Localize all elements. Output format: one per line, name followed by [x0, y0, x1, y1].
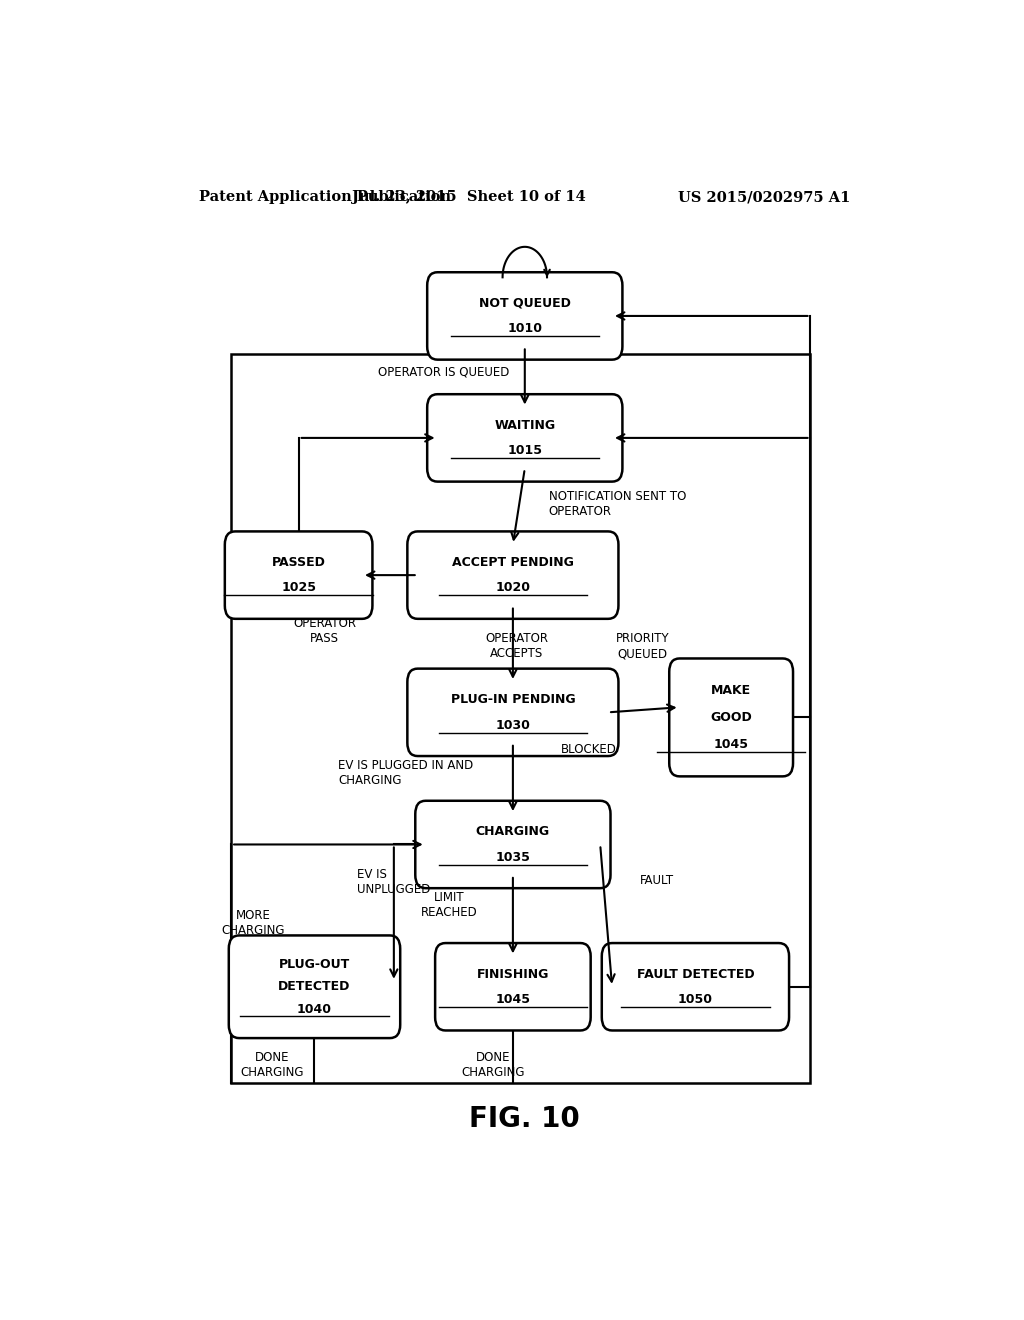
- Text: GOOD: GOOD: [711, 711, 752, 723]
- FancyBboxPatch shape: [670, 659, 793, 776]
- Text: 1020: 1020: [496, 581, 530, 594]
- Text: NOT QUEUED: NOT QUEUED: [479, 297, 570, 310]
- Text: 1030: 1030: [496, 718, 530, 731]
- Text: FAULT DETECTED: FAULT DETECTED: [637, 968, 755, 981]
- Text: OPERATOR IS QUEUED: OPERATOR IS QUEUED: [378, 366, 509, 379]
- Text: BLOCKED: BLOCKED: [560, 743, 616, 756]
- Text: 1015: 1015: [507, 444, 543, 457]
- Text: PASSED: PASSED: [271, 556, 326, 569]
- Text: 1050: 1050: [678, 993, 713, 1006]
- Text: MORE
CHARGING: MORE CHARGING: [221, 908, 285, 937]
- Text: FAULT: FAULT: [640, 874, 674, 887]
- Text: 1045: 1045: [714, 738, 749, 751]
- Text: Patent Application Publication: Patent Application Publication: [200, 190, 452, 205]
- Text: MAKE: MAKE: [711, 684, 752, 697]
- FancyBboxPatch shape: [602, 942, 790, 1031]
- FancyBboxPatch shape: [408, 532, 618, 619]
- Text: Jul. 23, 2015  Sheet 10 of 14: Jul. 23, 2015 Sheet 10 of 14: [352, 190, 586, 205]
- Text: CHARGING: CHARGING: [476, 825, 550, 838]
- Text: OPERATOR
ACCEPTS: OPERATOR ACCEPTS: [485, 632, 549, 660]
- Text: 1025: 1025: [282, 581, 316, 594]
- Text: NOTIFICATION SENT TO
OPERATOR: NOTIFICATION SENT TO OPERATOR: [549, 490, 686, 517]
- Text: 1045: 1045: [496, 993, 530, 1006]
- FancyBboxPatch shape: [408, 669, 618, 756]
- Text: US 2015/0202975 A1: US 2015/0202975 A1: [678, 190, 850, 205]
- Text: FINISHING: FINISHING: [477, 968, 549, 981]
- Text: PLUG-IN PENDING: PLUG-IN PENDING: [451, 693, 575, 706]
- Text: PLUG-OUT: PLUG-OUT: [279, 958, 350, 970]
- Text: DONE
CHARGING: DONE CHARGING: [241, 1051, 304, 1078]
- FancyBboxPatch shape: [225, 532, 373, 619]
- Text: 1040: 1040: [297, 1003, 332, 1015]
- Text: OPERATOR
PASS: OPERATOR PASS: [293, 616, 356, 645]
- Text: DETECTED: DETECTED: [279, 981, 350, 993]
- Text: 1010: 1010: [507, 322, 543, 335]
- Text: PRIORITY
QUEUED: PRIORITY QUEUED: [615, 632, 669, 660]
- FancyBboxPatch shape: [228, 936, 400, 1038]
- Text: 1035: 1035: [496, 850, 530, 863]
- Text: LIMIT
REACHED: LIMIT REACHED: [421, 891, 478, 920]
- Text: FIG. 10: FIG. 10: [469, 1105, 581, 1133]
- Text: DONE
CHARGING: DONE CHARGING: [461, 1051, 525, 1078]
- FancyBboxPatch shape: [416, 801, 610, 888]
- Text: EV IS PLUGGED IN AND
CHARGING: EV IS PLUGGED IN AND CHARGING: [338, 759, 473, 787]
- Text: WAITING: WAITING: [495, 418, 555, 432]
- Bar: [231, 354, 811, 1084]
- Text: ACCEPT PENDING: ACCEPT PENDING: [452, 556, 573, 569]
- FancyBboxPatch shape: [427, 395, 623, 482]
- FancyBboxPatch shape: [435, 942, 591, 1031]
- Text: EV IS
UNPLUGGED: EV IS UNPLUGGED: [356, 869, 430, 896]
- FancyBboxPatch shape: [427, 272, 623, 359]
